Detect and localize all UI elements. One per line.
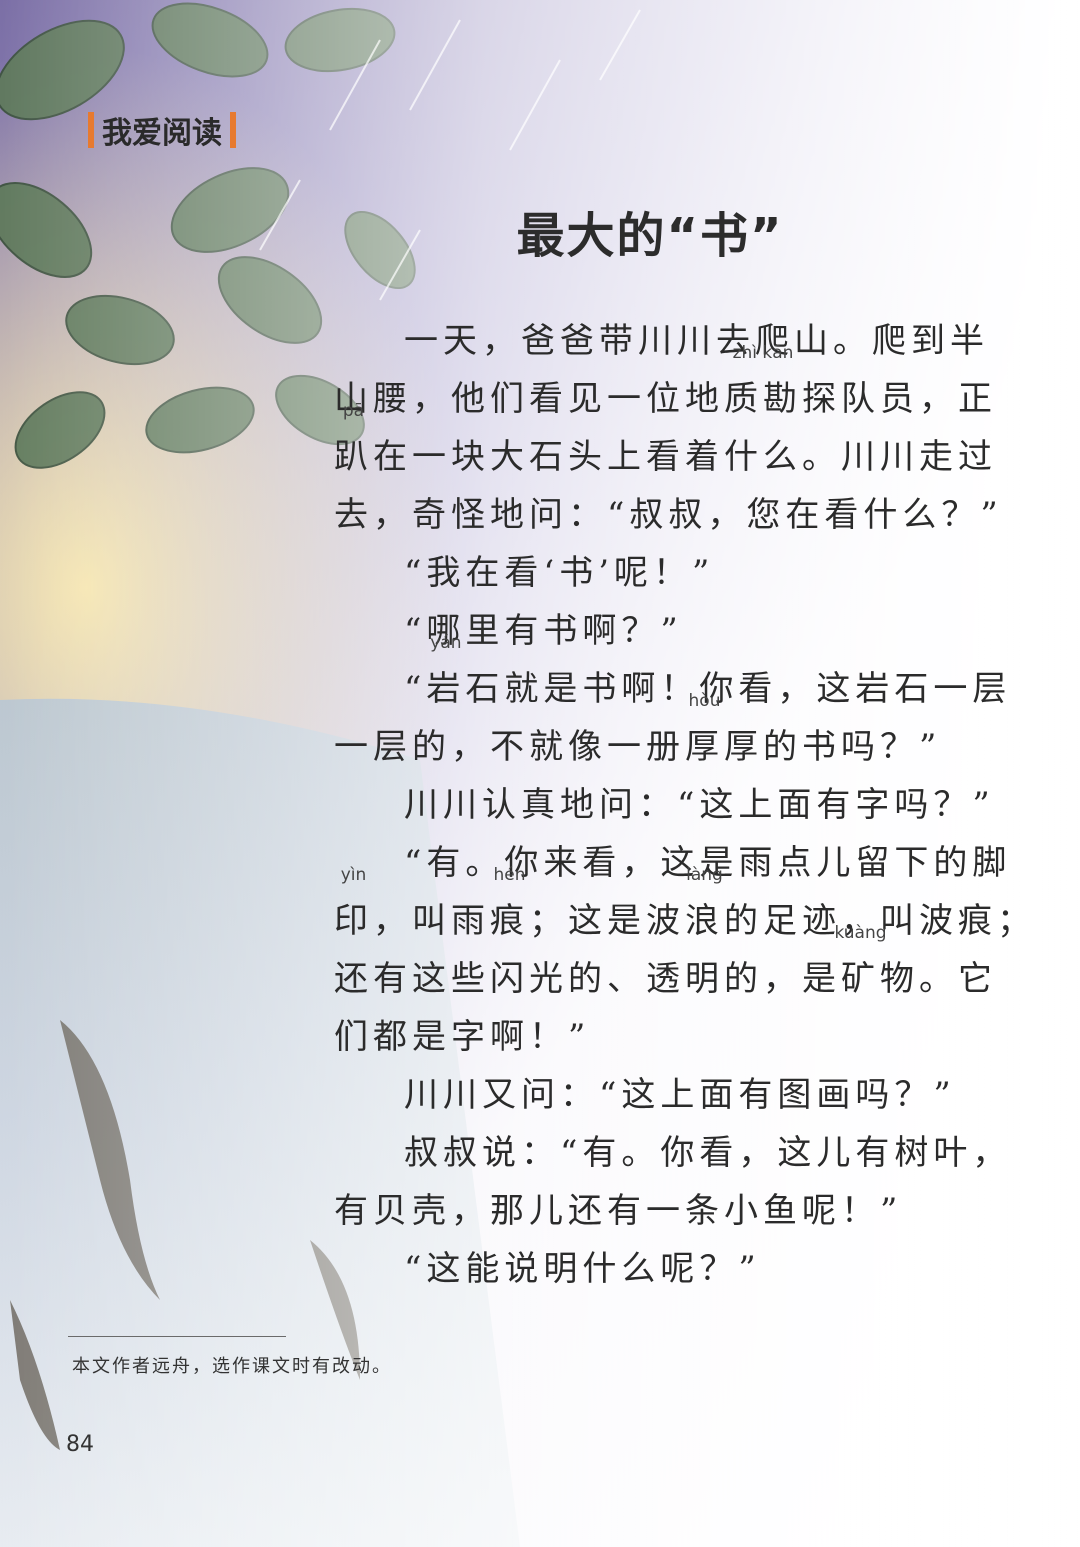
pinyin-annotated-word: yán 岩 [426, 633, 466, 709]
pinyin-text: zhì kān [732, 343, 794, 363]
text-line: “哪里有书啊？” [404, 611, 683, 651]
text-line: 叔叔说：“有。你看，这儿有树叶， [404, 1133, 1012, 1173]
pinyin-text: hén [493, 865, 526, 885]
pinyin-annotated-word: pā 趴 [334, 401, 373, 477]
text-line: “我在看‘书’呢！” [404, 553, 715, 593]
text-line: yìn 印，叫雨 hén 痕；这是波 làng 浪的足迹，叫波痕； [334, 865, 1031, 950]
pinyin-annotated-word: kuàng 矿 [834, 923, 887, 999]
text-line: 还有这些闪光的、透明的，是 kuàng 矿物。它 [334, 923, 992, 1008]
pinyin-annotated-word: hén 痕 [490, 865, 529, 941]
pinyin-text: kuàng [834, 923, 887, 943]
label-left-bar [88, 112, 94, 148]
text-line: 们都是字啊！” [334, 1017, 591, 1057]
section-label: 我爱阅读 [88, 108, 236, 152]
text-line: 一天，爸爸带川川去爬山。爬到半 [404, 321, 989, 361]
lesson-title: 最大的“书” [516, 208, 784, 264]
text-line: 有贝壳，那儿还有一条小鱼呢！” [334, 1191, 903, 1231]
lesson-body: 一天，爸爸带川川去爬山。爬到半 山腰，他们看见一位地 zhì kān 质勘探队员，正… [334, 312, 1031, 1298]
text-line: “有。你来看，这是雨点儿留下的脚 [404, 843, 1012, 883]
text-line: 川川认真地问：“这上面有字吗？” [404, 785, 995, 825]
text-line: 山腰，他们看见一位地 zhì kān 质勘探队员，正 [334, 343, 992, 428]
pinyin-text: yán [430, 633, 462, 653]
label-right-bar [230, 112, 236, 148]
footnote-rule [68, 1336, 286, 1337]
text-line: pā 趴在一块大石头上看着什么。川川走过 [334, 401, 992, 486]
pinyin-annotated-word: làng 浪 [685, 865, 724, 941]
text-line: “这能说明什么呢？” [404, 1249, 761, 1289]
pinyin-annotated-word: hòu 厚 [685, 691, 724, 767]
text-line: 一层的，不就像一册 hòu 厚厚的书吗？” [334, 691, 954, 776]
pinyin-text: pā [342, 401, 365, 421]
pinyin-text: yìn [340, 865, 367, 885]
pinyin-text: làng [686, 865, 723, 885]
text-line: 去，奇怪地问：“叔叔，您在看什么？” [334, 495, 1003, 535]
pinyin-text: hòu [688, 691, 721, 711]
pinyin-annotated-word: yìn 印 [334, 865, 373, 941]
text-line: “yán 岩石就是书啊！你看，这岩石一层 [334, 633, 1006, 718]
text-line: 川川又问：“这上面有图画吗？” [404, 1075, 956, 1115]
footnote: 本文作者远舟，选作课文时有改动。 [72, 1356, 392, 1377]
pinyin-annotated-word: zhì kān 质勘 [724, 343, 802, 419]
section-label-text: 我爱阅读 [102, 116, 222, 151]
page-number: 84 [66, 1432, 94, 1457]
